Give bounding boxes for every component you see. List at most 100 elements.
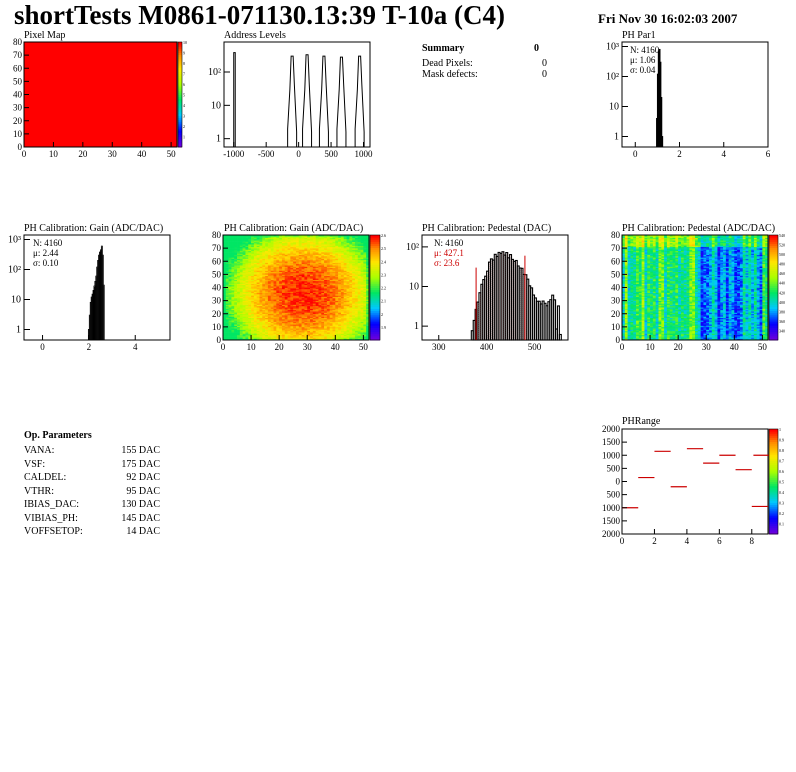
- ph-gain-map-cell: [301, 303, 305, 305]
- ph-gain-map-cell: [267, 332, 272, 334]
- ph-gain-map-cell: [248, 282, 252, 284]
- pixel-map-colorbar-swatch: [178, 63, 182, 66]
- ph-gain-map-cell: [287, 309, 291, 312]
- ph-gain-map-cell: [262, 287, 266, 290]
- ph-gain-map-cell: [245, 309, 249, 312]
- ph-gain-map-cell: [273, 326, 277, 329]
- ph-gain-map-cell: [234, 291, 238, 294]
- ph-gain-map-cell: [262, 236, 266, 238]
- ph-gain-map-cell: [223, 296, 227, 299]
- ph-gain-map-cell: [301, 308, 305, 311]
- ph-gain-map-cell: [270, 301, 274, 304]
- ph-gain-map-cell: [287, 317, 291, 320]
- ph-gain-map-cell: [245, 271, 249, 274]
- ph-gain-map-cell: [298, 325, 302, 328]
- ph-gain-map-cell: [223, 307, 227, 309]
- ph-gain-map-cell: [253, 325, 257, 328]
- ph-gain-map-cell: [281, 334, 286, 337]
- ph-gain-map-cell: [293, 235, 297, 237]
- ph-gain-map-cell: [270, 312, 274, 315]
- ph-gain-map-cell: [276, 315, 280, 317]
- ph-gain-map-cell: [284, 245, 288, 248]
- ph-gain-map-cell: [296, 308, 300, 311]
- ph-gain-map-cell: [296, 261, 300, 263]
- ph-gain-map-cell: [256, 333, 260, 336]
- ph-gain-map-cell: [270, 278, 274, 280]
- ph-gain-map-cell: [256, 258, 260, 261]
- ph-gain-map-cell: [245, 303, 249, 305]
- ph-gain-map-cell: [231, 242, 235, 245]
- ph-gain-map-cell: [301, 313, 305, 316]
- ph-gain-map-cell: [262, 282, 266, 284]
- ph-gain-map-cell: [276, 326, 280, 329]
- ph-gain-map-cell: [251, 238, 255, 241]
- ph-gain-map-cell: [267, 282, 272, 284]
- ph-gain-map-cell: [223, 309, 227, 312]
- address-levels-ytick-label: 10: [211, 100, 221, 111]
- ph-gain-map-cell: [265, 319, 269, 321]
- ph-gain-map-cell: [248, 304, 252, 307]
- ph-gain-map-cell: [279, 316, 283, 318]
- ph-gain-map-cell: [239, 333, 243, 336]
- ph-gain-map-cell: [245, 312, 249, 315]
- ph-gain-map-cell: [262, 312, 266, 315]
- ph-gain-map-cell: [301, 248, 305, 250]
- ph-gain-map-cell: [234, 262, 238, 265]
- ph-gain-map-cell: [290, 240, 294, 242]
- ph-gain-map-cell: [225, 259, 229, 262]
- ph-gain-map-cell: [287, 249, 291, 252]
- ph-gain-map-cell: [239, 253, 243, 255]
- ph-gain-map-cell: [237, 336, 241, 338]
- ph-gain-map-cell: [242, 274, 246, 276]
- ph-gain-map-cell: [267, 248, 272, 250]
- ph-gain-map-cell: [253, 280, 257, 283]
- ph-gain-map-cell: [223, 265, 227, 267]
- ph-par1-xtick-label: 0: [633, 149, 638, 159]
- ph-gain-map-cell: [239, 242, 243, 245]
- ph-gain-map-cell: [290, 279, 294, 282]
- ph-gain-map-cell: [251, 326, 255, 329]
- ph-gain-map-cell: [234, 320, 238, 322]
- ph-gain-map-cell: [279, 265, 283, 267]
- ph-gain-map-cell: [256, 311, 260, 313]
- ph-gain-map-cell: [251, 241, 255, 244]
- ph-gain-map-cell: [298, 238, 302, 241]
- ph-gain-map-cell: [239, 262, 243, 265]
- ph-gain-map-cell: [248, 298, 252, 300]
- ph-gain-map-cell: [290, 317, 294, 320]
- ph-gain-map-cell: [298, 305, 302, 308]
- ph-gain-map-cell: [239, 250, 243, 253]
- ph-gain-map-cell: [290, 288, 294, 291]
- ph-gain-map-cell: [245, 325, 249, 328]
- ph-gain-map-cell: [281, 269, 286, 271]
- ph-gain-map-cell: [293, 237, 297, 240]
- ph-gain-map-cell: [265, 295, 269, 297]
- ph-gain-map-cell: [239, 292, 243, 295]
- ph-gain-map-cell: [239, 309, 243, 312]
- ph-gain-map-cell: [253, 277, 257, 279]
- ph-gain-map-cell: [245, 334, 249, 337]
- ph-gain-map-cell: [296, 300, 300, 303]
- ph-gain-map-cell: [270, 322, 274, 325]
- ph-gain-map-cell: [284, 325, 288, 328]
- ph-gain-map-cell: [279, 238, 283, 241]
- ph-gain-map-cell: [276, 298, 280, 300]
- ph-gain-map-cell: [287, 303, 291, 305]
- ph-gain-map-cell: [237, 313, 241, 316]
- ph-gain-map-cell: [293, 300, 297, 303]
- ph-gain-1d-title: PH Calibration: Gain (ADC/DAC): [24, 223, 164, 234]
- ph-gain-map-cell: [259, 263, 263, 266]
- ph-gain-map-cell: [242, 298, 246, 300]
- ph-gain-map-cell: [267, 275, 272, 278]
- ph-gain-map-cell: [259, 283, 263, 286]
- ph-gain-map-cell: [270, 298, 274, 300]
- ph-gain-map-cell: [281, 274, 286, 276]
- ph-gain-map-cell: [276, 237, 280, 240]
- ph-gain-map-cell: [287, 311, 291, 313]
- ph-gain-map-cell: [231, 299, 235, 301]
- ph-gain-map-cell: [287, 300, 291, 303]
- ph-gain-map-cell: [281, 240, 286, 242]
- ph-gain-map-cell: [270, 296, 274, 299]
- ph-gain-map-cell: [234, 315, 238, 317]
- ph-gain-map-cell: [296, 284, 300, 287]
